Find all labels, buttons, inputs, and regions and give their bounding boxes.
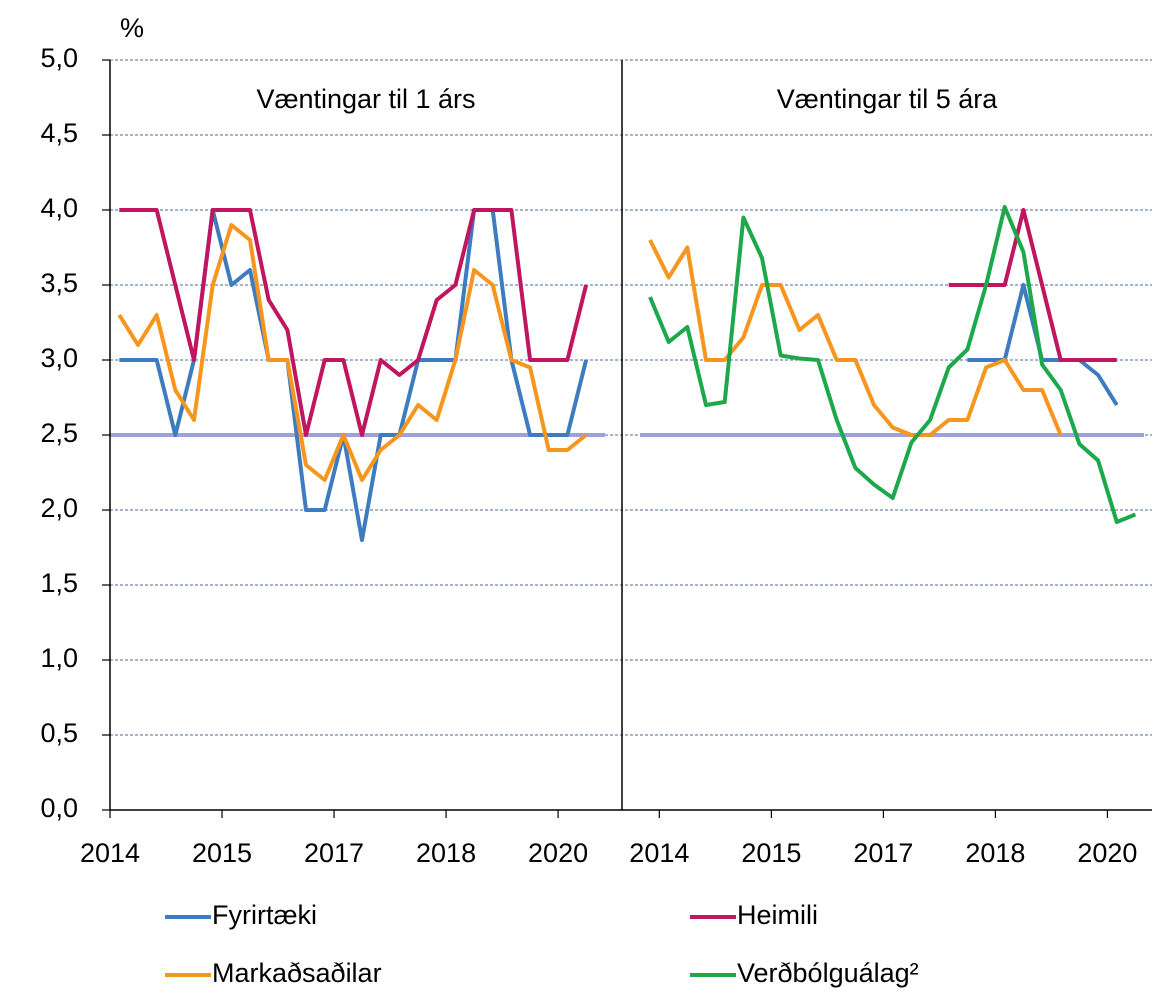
x-tick-label: 2015 (741, 838, 801, 868)
y-axis-unit: % (120, 13, 144, 43)
legend-label: Markaðsaðilar (212, 958, 382, 988)
series-line (119, 208, 589, 437)
series-line (648, 239, 1063, 437)
x-tick-label: 2020 (1077, 838, 1137, 868)
x-tick-label: 2018 (965, 838, 1025, 868)
series-line (117, 223, 588, 482)
y-tick-label: 0,5 (40, 718, 78, 748)
y-tick-label: 2,5 (40, 418, 78, 448)
y-tick-label: 5,0 (40, 43, 78, 73)
x-tick-label: 2015 (192, 838, 252, 868)
legend-label: Verðbólguálag² (737, 958, 919, 988)
x-tick-label: 2017 (853, 838, 913, 868)
y-tick-label: 1,0 (40, 643, 78, 673)
y-tick-label: 4,5 (40, 118, 78, 148)
series-line (948, 208, 1117, 362)
y-tick-label: 3,5 (40, 268, 78, 298)
panel-title: Væntingar til 1 árs (256, 84, 475, 114)
y-tick-label: 4,0 (40, 193, 78, 223)
y-tick-label: 3,0 (40, 343, 78, 373)
legend-label: Fyrirtæki (212, 900, 317, 930)
x-tick-label: 2018 (416, 838, 476, 868)
x-tick-label: 2020 (528, 838, 588, 868)
panel-title: Væntingar til 5 ára (777, 84, 999, 114)
legend-label: Heimili (737, 900, 818, 930)
x-tick-label: 2014 (629, 838, 689, 868)
y-tick-label: 0,0 (40, 793, 78, 823)
x-tick-label: 2017 (304, 838, 364, 868)
x-tick-label: 2014 (80, 838, 140, 868)
series-line (648, 205, 1137, 524)
y-tick-label: 2,0 (40, 493, 78, 523)
y-tick-label: 1,5 (40, 568, 78, 598)
series-line (967, 283, 1119, 407)
